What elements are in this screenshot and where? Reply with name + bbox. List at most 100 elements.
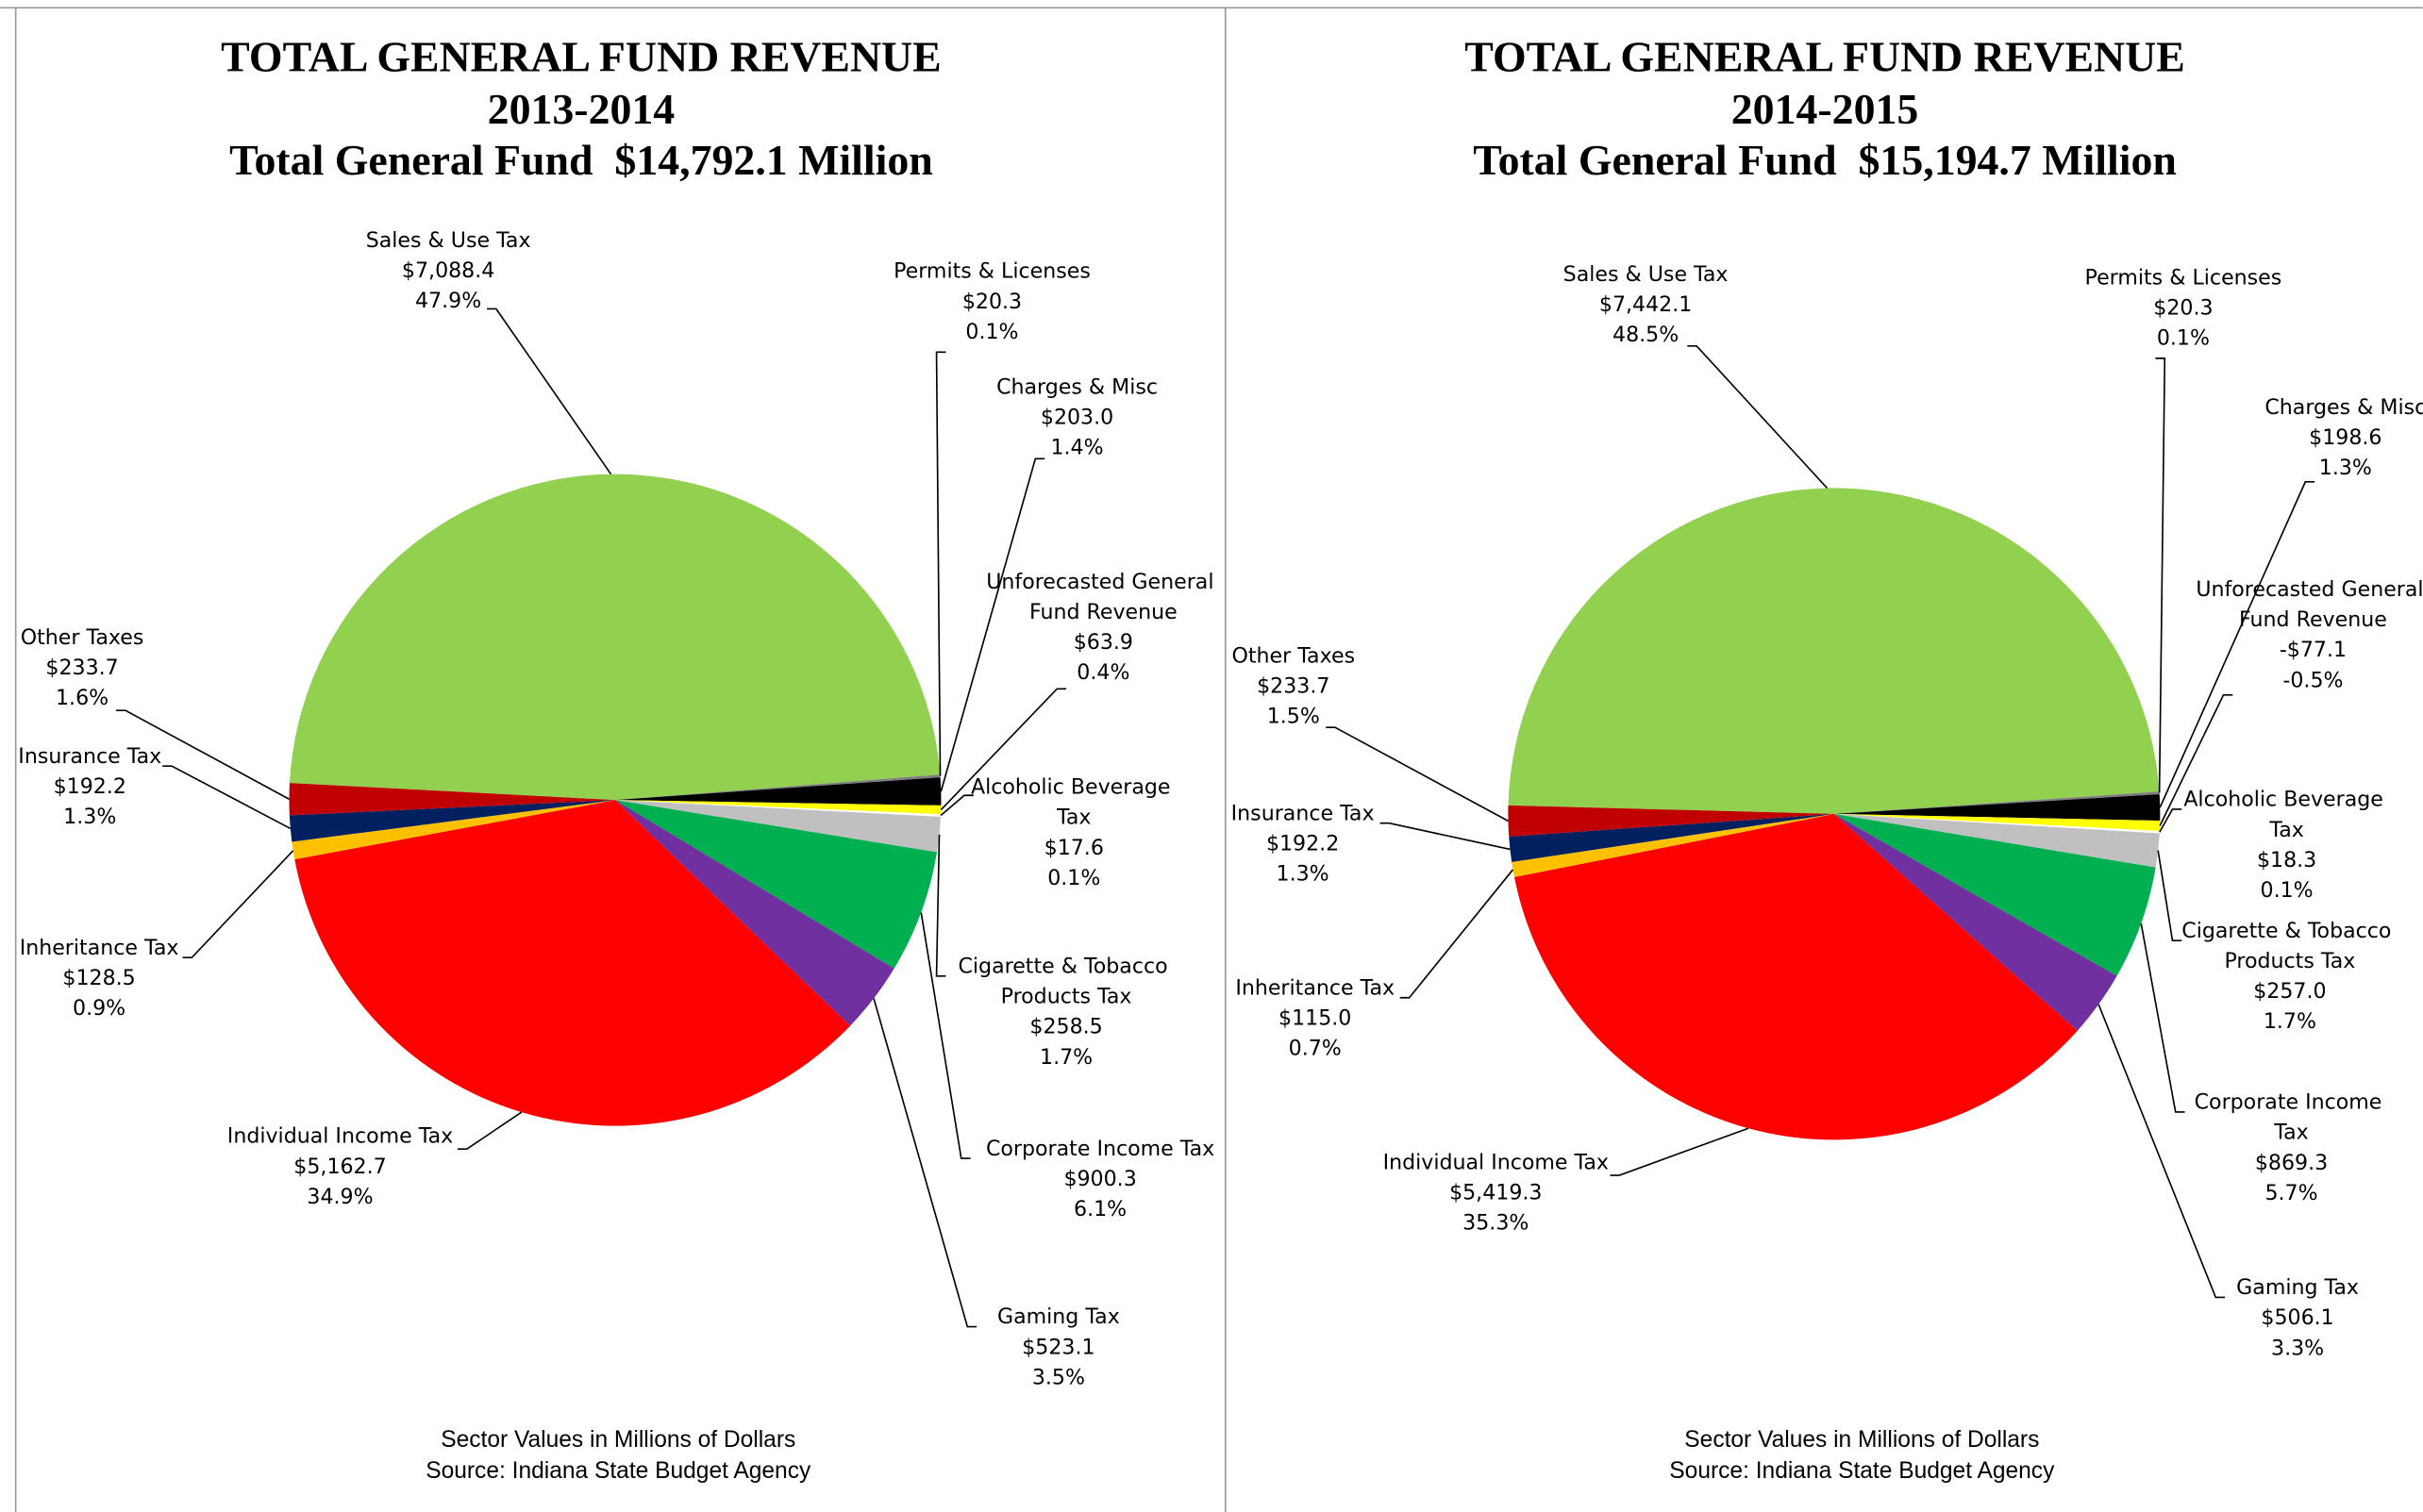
slice-label-name: Permits & Licenses	[894, 259, 1091, 284]
pie-slice	[614, 800, 942, 815]
leader-line	[487, 307, 612, 475]
label-line: Unforecasted General	[2196, 577, 2423, 602]
source-note: Source: Indiana State Budget Agency	[1669, 1458, 2055, 1484]
label-line: Tax	[2273, 1121, 2308, 1145]
slice-value-label: $523.1	[1022, 1335, 1095, 1359]
pie-slice	[1833, 813, 2160, 834]
pie-slice	[294, 800, 851, 1126]
slice-value-label: $203.0	[1041, 406, 1113, 430]
leader-line	[940, 794, 974, 817]
slice-value-label: $900.3	[1063, 1167, 1136, 1191]
slice-percent-label: -0.5%	[2282, 668, 2343, 692]
pie-slice	[1833, 793, 2161, 822]
leader-line	[1610, 1127, 1749, 1176]
pie-slice	[1833, 813, 2160, 868]
chart-subtitle: 2013-2014	[488, 85, 676, 133]
chart-subtitle: Total General Fund $14,792.1 Million	[229, 136, 933, 184]
leader-line	[873, 998, 978, 1328]
slice-label-name: Charges & Misc	[996, 375, 1158, 400]
slice-value-label: $18.3	[2257, 848, 2316, 872]
leader-line	[940, 688, 1067, 811]
pie-slice	[614, 800, 937, 969]
slice-label-name: Other Taxes	[21, 625, 144, 650]
leader-line	[935, 351, 946, 776]
leader-line	[2159, 694, 2233, 826]
slice-value-label: $506.1	[2261, 1305, 2333, 1330]
slice-value-label: $17.6	[1044, 836, 1104, 860]
pie-slice	[1833, 813, 2117, 1031]
slice-percent-label: 1.5%	[1267, 705, 1320, 729]
slice-value-label: $20.3	[2153, 295, 2213, 320]
label-line: Tax	[2268, 818, 2303, 842]
pie-slice	[292, 800, 615, 860]
slice-value-label: $258.5	[1029, 1015, 1102, 1039]
slice-percent-label: 0.4%	[1077, 660, 1129, 685]
pie-slice	[614, 800, 942, 817]
leader-line	[920, 912, 971, 1159]
leader-line	[1379, 822, 1511, 851]
slice-percent-label: 0.7%	[1289, 1037, 1342, 1061]
slice-label-name: Sales & Use Tax	[366, 228, 531, 253]
slice-value-label: $7,088.4	[402, 258, 494, 283]
slice-percent-label: 5.7%	[2264, 1181, 2317, 1205]
leader-line	[940, 457, 1045, 792]
slice-label-name: Insurance Tax	[1231, 801, 1375, 825]
slice-label-name: Gaming Tax	[2236, 1275, 2359, 1300]
slice-percent-label: 3.5%	[1032, 1365, 1085, 1389]
pie-slice	[1513, 813, 2078, 1140]
slice-percent-label: 1.3%	[1277, 862, 1329, 887]
slice-value-label: $5,162.7	[293, 1155, 386, 1179]
slice-percent-label: 48.5%	[1613, 323, 1679, 347]
pie-slice	[1509, 813, 1834, 862]
slice-label-name: Individual Income Tax	[1383, 1151, 1609, 1175]
slice-value-label: $192.2	[54, 774, 126, 799]
slice-value-label: $115.0	[1278, 1006, 1351, 1031]
label-line: Fund Revenue	[2239, 607, 2387, 632]
pie-slice	[614, 800, 942, 853]
chart-title: TOTAL GENERAL FUND REVENUE	[221, 32, 942, 80]
pie-slice	[1833, 813, 2156, 976]
slice-label-name: Permits & Licenses	[2085, 265, 2282, 290]
label-line: Cigarette & Tobacco	[2181, 919, 2398, 943]
slice-percent-label: 35.3%	[1462, 1211, 1529, 1236]
source-note: Source: Indiana State Budget Agency	[426, 1458, 811, 1484]
slice-value-label: $233.7	[45, 656, 118, 680]
slice-label-name: Charges & Misc	[2264, 395, 2423, 420]
slice-percent-label: 0.1%	[2261, 878, 2314, 903]
slice-label-name: Alcoholic Beverage Tax	[2183, 788, 2390, 842]
slice-percent-label: 0.1%	[1047, 866, 1100, 890]
pie-slice	[1833, 791, 2160, 814]
slice-percent-label: 1.7%	[1040, 1045, 1093, 1070]
slice-percent-label: 1.3%	[2319, 456, 2372, 480]
leader-line	[2157, 850, 2182, 941]
slice-label-name: Alcoholic Beverage Tax	[971, 775, 1178, 830]
slice-label-name: Inheritance Tax	[20, 936, 179, 960]
leader-line	[116, 709, 290, 800]
slice-percent-label: 1.4%	[1050, 436, 1103, 460]
label-line: Alcoholic Beverage	[971, 775, 1178, 800]
leader-line	[2097, 1004, 2226, 1299]
chart-subtitle: Total General Fund $15,194.7 Million	[1473, 136, 2177, 184]
slice-percent-label: 1.7%	[2264, 1009, 2316, 1034]
label-line: Products Tax	[1001, 985, 1132, 1009]
leader-line	[1687, 344, 1829, 490]
slice-value-label: $63.9	[1074, 630, 1133, 655]
slice-percent-label: 47.9%	[415, 289, 481, 313]
slice-value-label: $257.0	[2253, 979, 2326, 1004]
slice-value-label: $192.2	[1266, 832, 1339, 856]
chart-subtitle: 2014-2015	[1731, 85, 1919, 133]
leader-line	[457, 1111, 523, 1151]
slice-label-name: Unforecasted General Fund Revenue	[986, 570, 1220, 624]
pie-slice	[289, 474, 941, 801]
leader-line	[1326, 726, 1509, 822]
pie-slice	[289, 783, 615, 816]
label-line: Products Tax	[2224, 949, 2355, 973]
slice-label-name: Sales & Use Tax	[1563, 262, 1729, 287]
label-line: Corporate Income	[2195, 1090, 2389, 1115]
leader-line	[182, 850, 294, 958]
label-line: Alcoholic Beverage	[2183, 788, 2390, 812]
slice-value-label: $233.7	[1257, 674, 1329, 699]
slice-label-name: Cigarette & Tobacco Products Tax	[2181, 919, 2398, 973]
label-line: Tax	[1056, 806, 1091, 830]
